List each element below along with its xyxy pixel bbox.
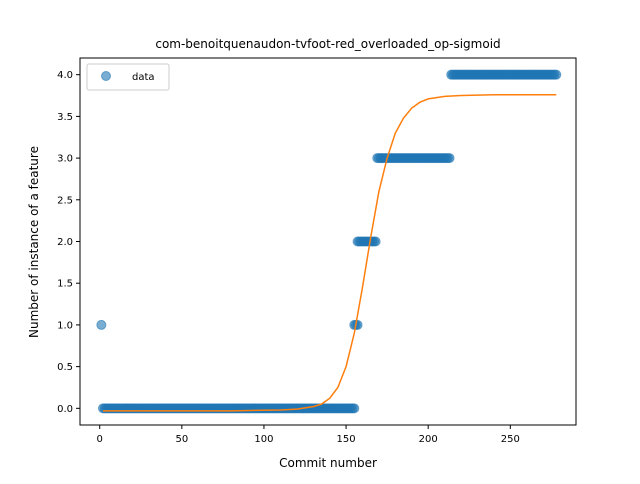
y-tick-label: 3.0	[57, 154, 73, 165]
plot-area	[96, 69, 562, 414]
chart-title: com-benoitquenaudon-tvfoot-red_overloade…	[155, 37, 500, 51]
y-tick-label: 4.0	[57, 70, 73, 81]
x-tick-label: 100	[254, 434, 273, 445]
data-point	[551, 69, 562, 80]
data-point	[444, 153, 455, 164]
x-tick-label: 0	[97, 434, 103, 445]
legend-label: data	[132, 72, 155, 83]
x-tick-label: 200	[419, 434, 438, 445]
y-tick-label: 0.0	[57, 404, 73, 415]
axes-frame	[79, 57, 577, 426]
x-tick-label: 50	[175, 434, 188, 445]
data-point	[352, 319, 363, 330]
y-tick-label: 2.0	[57, 237, 73, 248]
x-tick-label: 150	[337, 434, 356, 445]
y-tick-label: 2.5	[57, 195, 73, 206]
x-axis-ticks: 0 50 100 150 200 250	[97, 425, 520, 445]
data-point	[96, 319, 107, 330]
legend-marker	[101, 71, 111, 81]
x-axis-label: Commit number	[279, 456, 377, 470]
fit-line	[102, 93, 557, 412]
legend-box	[86, 63, 170, 91]
y-tick-label: 0.5	[57, 362, 73, 373]
data-point	[370, 236, 381, 247]
y-axis-label: Number of instance of a feature	[27, 146, 41, 338]
y-tick-label: 3.5	[57, 112, 73, 123]
y-tick-label: 1.5	[57, 279, 73, 290]
legend: data	[86, 63, 170, 91]
y-tick-label: 1.0	[57, 320, 73, 331]
x-tick-label: 250	[501, 434, 520, 445]
y-axis-ticks: 0.0 0.5 1.0 1.5 2.0 2.5 3.0 3.5 4.0	[57, 70, 80, 415]
data-point	[349, 403, 360, 414]
